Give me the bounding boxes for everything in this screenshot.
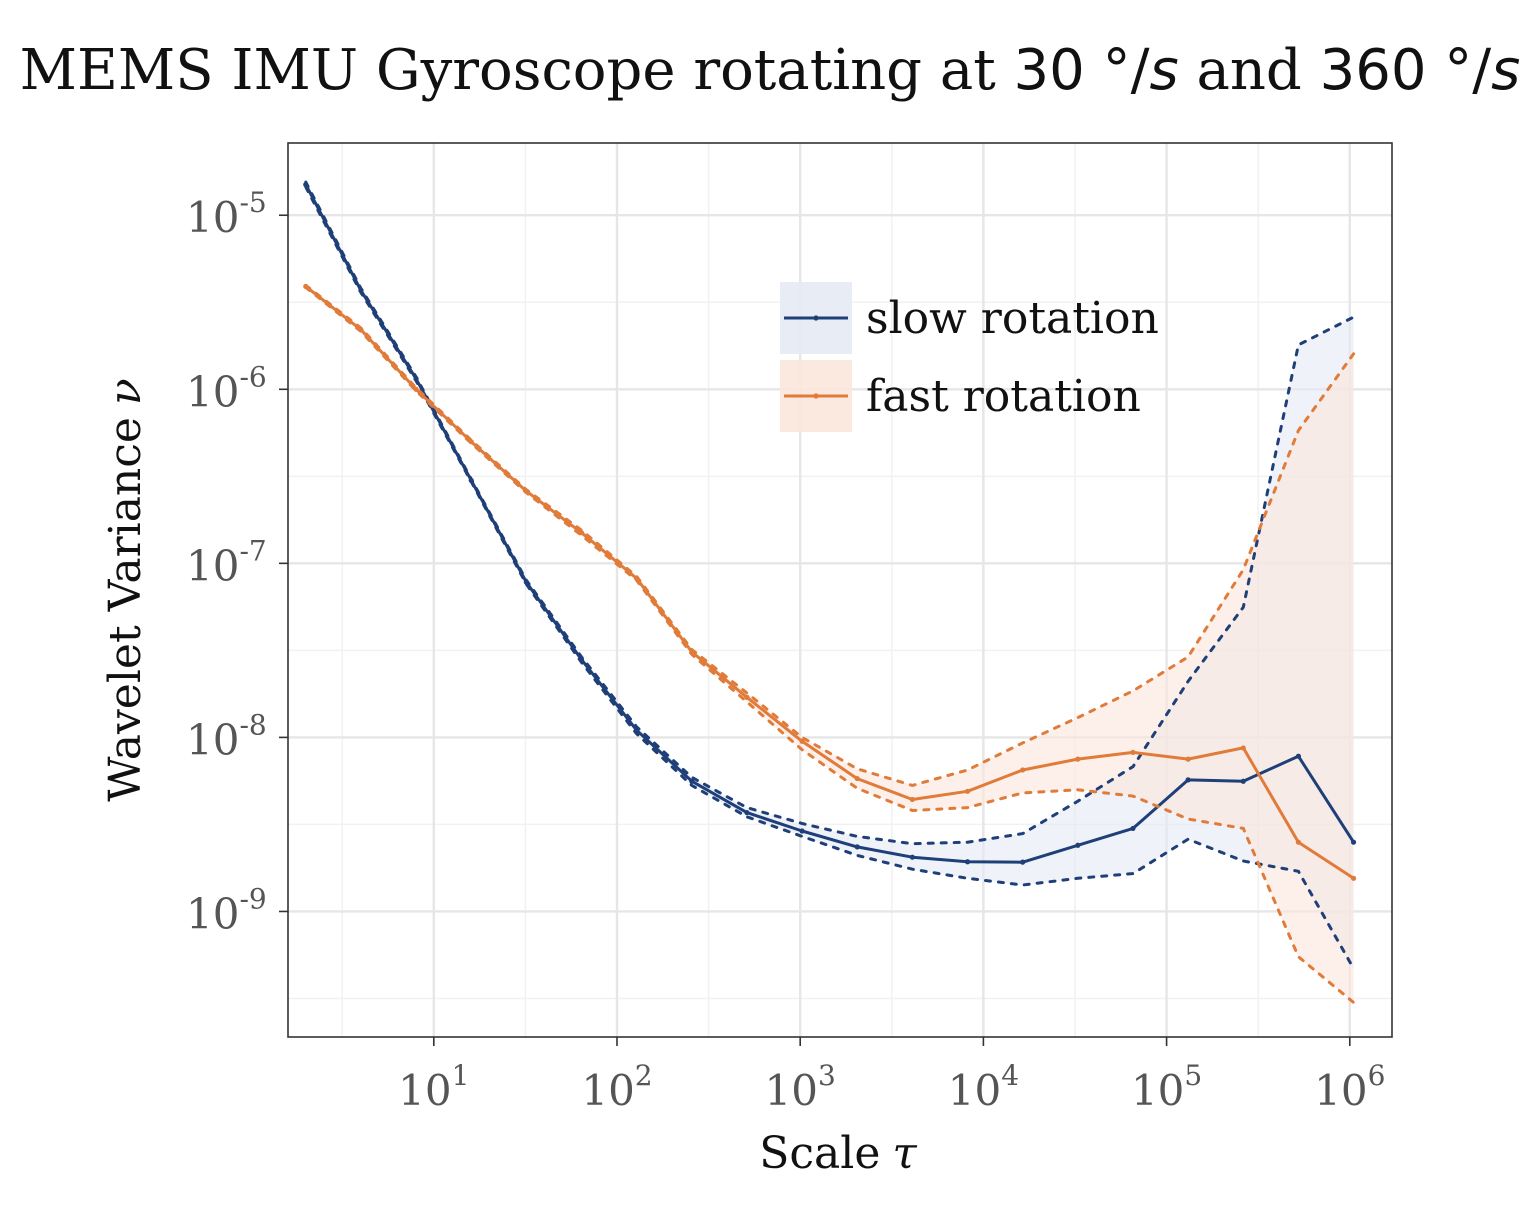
point-slow [799, 828, 804, 833]
x-tick-label: 104 [948, 1059, 1019, 1115]
point-fast [1296, 840, 1301, 845]
point-slow [910, 855, 915, 860]
point-slow [855, 844, 860, 849]
x-tick-base: 10 [948, 1066, 1001, 1115]
y-tick-label: 10-7 [186, 534, 267, 590]
point-fast [744, 695, 749, 700]
point-slow [1130, 826, 1135, 831]
legend-label-fast: fast rotation [866, 371, 1141, 422]
point-slow [469, 478, 474, 483]
grid-layer [288, 143, 1392, 1037]
point-fast [524, 489, 529, 494]
point-fast [634, 576, 639, 581]
point-fast [1351, 876, 1356, 881]
point-slow [1020, 860, 1025, 865]
y-tick-label: 10-8 [186, 708, 267, 764]
legend: slow rotation fast rotation [780, 282, 1159, 432]
x-tick-base: 10 [1314, 1066, 1367, 1115]
point-slow [1241, 779, 1246, 784]
y-tick-label: 10-9 [186, 882, 267, 938]
x-tick-label: 105 [1131, 1059, 1202, 1115]
x-tick-base: 10 [1131, 1066, 1184, 1115]
point-slow [1075, 843, 1080, 848]
x-tick-exponent: 4 [1001, 1059, 1019, 1092]
x-axis-label: Scale τ [759, 1128, 917, 1179]
y-tick-base: 10 [186, 715, 239, 764]
point-fast [910, 797, 915, 802]
x-tick-label: 106 [1314, 1059, 1385, 1115]
point-fast [303, 284, 308, 289]
x-tick-base: 10 [765, 1066, 818, 1115]
x-axis-label-symbol: τ [892, 1128, 917, 1179]
legend-item-fast: fast rotation [780, 360, 1141, 432]
x-tick-exponent: 2 [635, 1059, 653, 1092]
legend-point-fast [813, 393, 818, 398]
point-fast [358, 327, 363, 332]
y-axis-label: Wavelet Variance ν [100, 378, 151, 801]
point-slow [634, 728, 639, 733]
x-tick-label: 101 [398, 1059, 469, 1115]
point-fast [469, 439, 474, 444]
point-slow [358, 288, 363, 293]
point-slow [524, 580, 529, 585]
point-slow [413, 376, 418, 381]
x-tick-exponent: 3 [818, 1059, 836, 1092]
point-fast [1241, 745, 1246, 750]
point-fast [1075, 757, 1080, 762]
point-slow [744, 810, 749, 815]
x-tick-label: 103 [765, 1059, 836, 1115]
point-slow [303, 182, 308, 187]
point-slow [1186, 777, 1191, 782]
point-fast [413, 387, 418, 392]
y-tick-exponent: -9 [239, 882, 266, 915]
point-fast [965, 789, 970, 794]
x-tick-exponent: 1 [452, 1059, 470, 1092]
x-tick-label: 102 [581, 1059, 652, 1115]
y-tick-base: 10 [186, 193, 239, 242]
y-axis-label-symbol: ν [100, 378, 151, 405]
point-slow [1351, 840, 1356, 845]
y-tick-exponent: -5 [239, 186, 266, 219]
legend-point-slow [813, 315, 818, 320]
point-slow [1296, 754, 1301, 759]
point-slow [689, 779, 694, 784]
y-tick-label: 10-5 [186, 186, 267, 242]
point-fast [1186, 757, 1191, 762]
y-tick-base: 10 [186, 367, 239, 416]
y-axis-label-text: Wavelet Variance [100, 417, 151, 802]
x-tick-exponent: 6 [1368, 1059, 1386, 1092]
y-tick-base: 10 [186, 541, 239, 590]
point-fast [689, 649, 694, 654]
x-tick-base: 10 [398, 1066, 451, 1115]
point-fast [799, 739, 804, 744]
plot-frame [288, 143, 1392, 1037]
legend-label-slow: slow rotation [866, 293, 1159, 344]
x-axis-label-text: Scale [759, 1128, 880, 1179]
y-tick-exponent: -7 [239, 534, 266, 567]
y-tick-label: 10-6 [186, 360, 267, 416]
point-fast [1130, 750, 1135, 755]
point-fast [855, 776, 860, 781]
y-tick-base: 10 [186, 889, 239, 938]
legend-item-slow: slow rotation [780, 282, 1159, 354]
point-fast [1020, 767, 1025, 772]
x-tick-base: 10 [581, 1066, 634, 1115]
y-tick-exponent: -6 [239, 360, 266, 393]
point-slow [965, 859, 970, 864]
x-tick-exponent: 5 [1184, 1059, 1202, 1092]
point-fast [579, 530, 584, 535]
point-slow [579, 657, 584, 662]
y-tick-exponent: -8 [239, 708, 266, 741]
